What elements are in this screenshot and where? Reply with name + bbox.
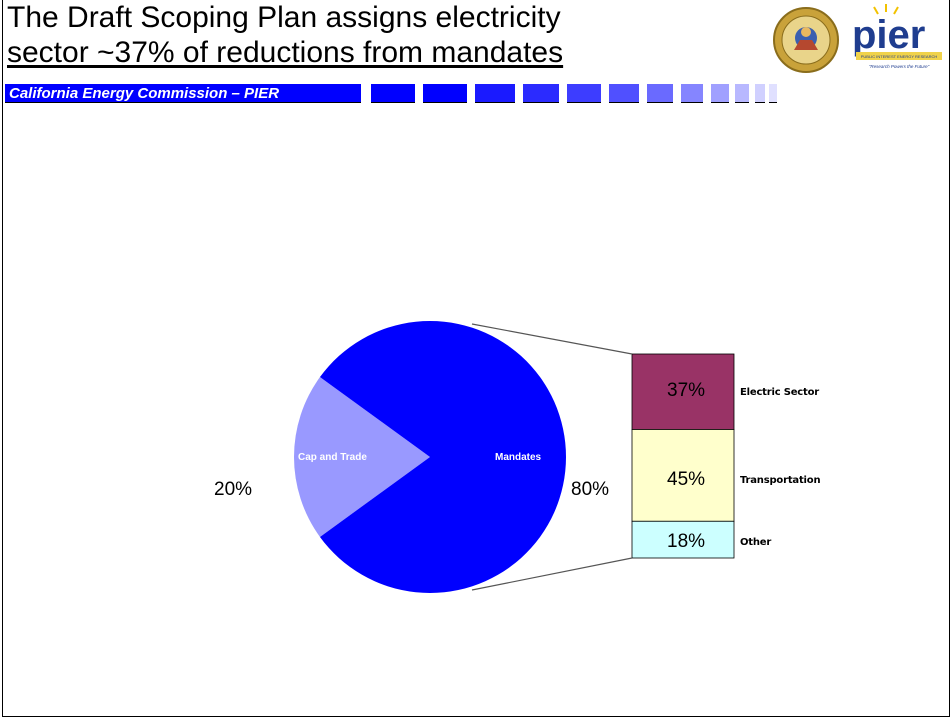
band-square-1 [371,84,415,103]
band-square-3 [475,84,515,103]
bar-value-label-other: 18% [667,531,706,552]
chart-layer [294,321,735,593]
title-line-2: sector ~37% of reductions from mandates [7,36,564,69]
band-square-6 [609,84,639,103]
band-square-2 [423,84,467,103]
logo-wordmark: pier [852,13,925,57]
logo-tagline: "Research Powers the Future" [869,64,930,69]
pier-logo: pier PUBLIC INTEREST ENERGY RESEARCH "Re… [768,2,950,78]
slide-title: The Draft Scoping Plan assigns electrici… [7,0,737,70]
sun-rays-icon [873,4,899,15]
bar-segment-electric-sector [631,353,735,430]
header-band: California Energy Commission – PIER [5,84,951,104]
pie-value-label-mandates: 80% [571,479,610,500]
band-square-12 [769,84,777,103]
bar-category-label-transportation: Transportation [740,475,821,486]
logo-banner-text: PUBLIC INTEREST ENERGY RESEARCH [861,54,938,59]
bar-segment-other [631,520,735,559]
bar-value-label-electric-sector: 37% [667,380,706,401]
pie-slice-label-mandates: Mandates [495,452,542,463]
band-square-10 [735,84,749,103]
subtitle: California Energy Commission – PIER [9,85,280,102]
pie-slice-cap-and-trade [294,377,430,537]
band-square-5 [567,84,601,103]
pie-slice-label-cap-and-trade: Cap and Trade [298,452,367,463]
title-line-1: The Draft Scoping Plan assigns electrici… [7,1,561,34]
band-square-11 [755,84,765,103]
band-square-8 [681,84,703,103]
pie-value-label-cap-and-trade: 20% [214,479,253,500]
logo-banner [856,52,942,60]
bar-segment-transportation [631,429,735,522]
band-square-9 [711,84,729,103]
band-square-7 [647,84,673,103]
connector-line-bottom [471,557,633,591]
bar-category-label-other: Other [740,537,772,548]
pie-slice-mandates [319,321,567,593]
header-band-bar: California Energy Commission – PIER [5,84,361,103]
pier-logo-graphic: pier PUBLIC INTEREST ENERGY RESEARCH "Re… [773,4,942,73]
bar-category-label-electric-sector: Electric Sector [740,387,820,398]
band-square-4 [523,84,559,103]
state-seal-icon [773,7,839,73]
connector-line-top [471,323,633,355]
bar-value-label-transportation: 45% [667,469,706,490]
